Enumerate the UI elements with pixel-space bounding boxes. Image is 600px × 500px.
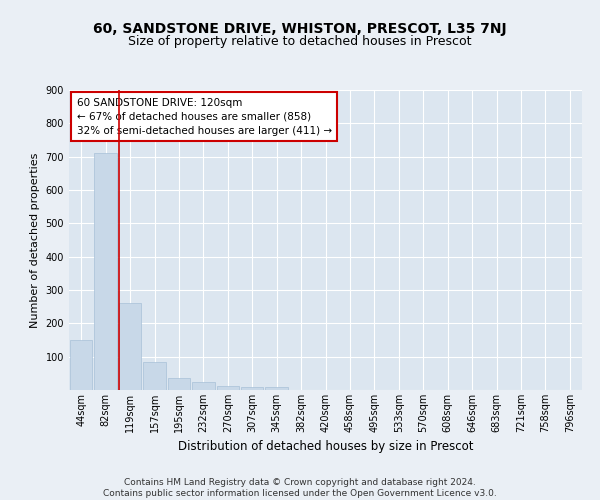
Y-axis label: Number of detached properties: Number of detached properties <box>30 152 40 328</box>
Bar <box>167 378 190 390</box>
Bar <box>217 386 239 390</box>
Bar <box>119 302 142 390</box>
Bar <box>192 382 215 390</box>
Text: 60, SANDSTONE DRIVE, WHISTON, PRESCOT, L35 7NJ: 60, SANDSTONE DRIVE, WHISTON, PRESCOT, L… <box>93 22 507 36</box>
Bar <box>241 386 263 390</box>
Text: 60 SANDSTONE DRIVE: 120sqm
← 67% of detached houses are smaller (858)
32% of sem: 60 SANDSTONE DRIVE: 120sqm ← 67% of deta… <box>77 98 332 136</box>
Text: Contains HM Land Registry data © Crown copyright and database right 2024.
Contai: Contains HM Land Registry data © Crown c… <box>103 478 497 498</box>
Bar <box>70 340 92 390</box>
Text: Size of property relative to detached houses in Prescot: Size of property relative to detached ho… <box>128 35 472 48</box>
Bar <box>143 362 166 390</box>
Bar <box>94 154 117 390</box>
Bar <box>265 386 288 390</box>
X-axis label: Distribution of detached houses by size in Prescot: Distribution of detached houses by size … <box>178 440 473 454</box>
